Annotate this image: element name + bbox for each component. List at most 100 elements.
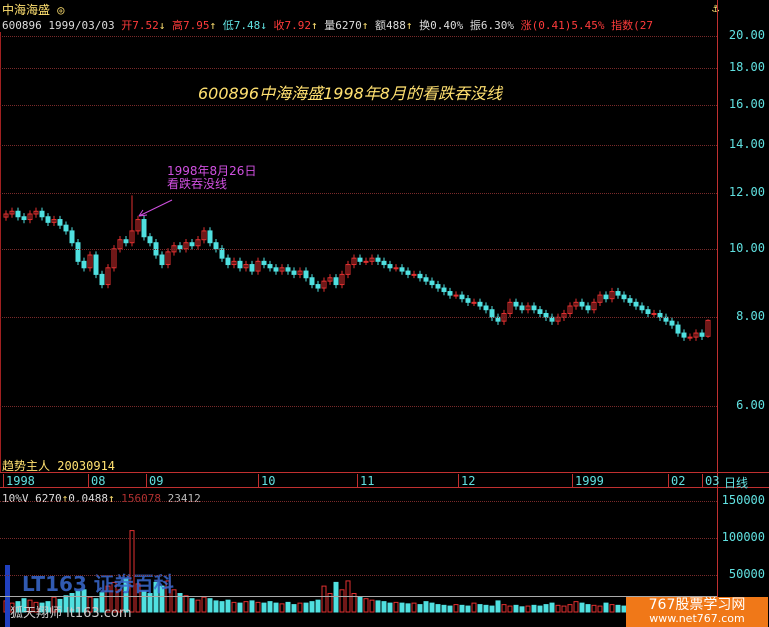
volume-bar [33,601,39,613]
candle [3,210,9,221]
volume-bar [417,604,423,613]
volume-bar [447,605,453,613]
volume-bar [279,603,285,613]
field-value: 7.52 [132,19,159,32]
candle [411,270,417,279]
field-value: 0.40% [430,19,464,32]
candle [45,213,51,227]
candle [579,298,585,310]
volume-bar [363,598,369,613]
date-label: 12 [458,474,475,488]
period-selector[interactable]: 日线 [724,476,749,490]
arrowhead-icon [138,209,148,217]
candle [237,257,243,272]
arrow-icon: ↑ [209,19,217,32]
candle [297,267,303,279]
volume-bar [477,604,483,613]
volume-bar [63,595,69,613]
volume-bar [243,601,249,613]
price-tick: 6.00 [736,397,765,412]
candle [561,309,567,322]
candle [357,254,363,266]
price-chart-panel[interactable] [0,32,717,472]
volume-bar [441,604,447,613]
candle [591,298,597,314]
gridline [0,104,717,106]
price-tick: 8.00 [736,309,765,324]
candle [225,254,231,269]
candle [273,264,279,275]
candle [189,239,195,250]
field-value: (27 [633,19,653,32]
volume-bar [537,605,543,613]
volume-bar [615,604,621,613]
volume-bar [405,603,411,613]
quote-field: 换0.40% [419,19,470,32]
candle [639,302,645,314]
candle [213,239,219,253]
volume-bar [501,604,507,613]
candle [525,302,531,314]
candle [483,302,489,314]
volume-bar [597,605,603,613]
site-badge[interactable]: 767股票学习网 www.net767.com [626,597,768,627]
candle [81,257,87,272]
volume-bar [519,606,525,613]
quote-field: 指数(27 [611,19,653,32]
field-value: 488 [385,19,406,32]
candle [597,291,603,307]
quote-date: 1999/03/03 [48,19,115,32]
annotation-label: 看跌吞没线 [167,177,228,191]
volume-bar [561,605,567,613]
candle [669,317,675,329]
candle [627,295,633,307]
gridline [0,501,717,502]
candle [303,267,309,282]
candle [621,291,627,303]
volume-bar [357,596,363,613]
gridline [0,248,717,250]
candle [87,251,93,272]
watermark-site: 狐天翔师 lt163.com [10,606,132,621]
volume-bar [75,590,81,613]
volume-bar [195,599,201,613]
volume-bar [135,583,141,613]
volume-bar [255,601,261,613]
candle [327,274,333,285]
candle [249,260,255,275]
volume-bar [249,600,255,613]
volume-bar [387,602,393,613]
volume-bar [117,589,123,613]
candle [471,298,477,307]
candle [417,270,423,282]
candle [75,239,81,266]
candle [453,291,459,299]
candle [165,248,171,269]
candle [333,274,339,289]
field-value: 7.92 [284,19,311,32]
candle [315,280,321,292]
field-value: (0.41)5.45% [531,19,605,32]
candle [99,270,105,289]
volume-bar [321,585,327,613]
candle [615,287,621,299]
candle [663,313,669,325]
quote-info-line: 600896 1999/03/03 开7.52↓ 高7.95↑ 低7.48↓ 收… [2,17,717,33]
volume-bar [87,596,93,613]
candle [423,274,429,285]
candle [537,306,543,318]
candle [27,210,33,224]
candle [135,215,141,235]
candle [309,274,315,289]
field-value: 6270 [335,19,362,32]
candle [15,207,21,221]
candle [285,264,291,275]
volume-bar [141,590,147,613]
anchor-icon[interactable]: ⚓ [712,1,720,15]
candle [687,333,693,341]
field-label: 换 [419,19,431,32]
field-label: 收 [273,19,285,32]
volume-bar [609,604,615,613]
volume-bar [21,598,27,613]
target-icon[interactable]: ◎ [57,3,65,17]
